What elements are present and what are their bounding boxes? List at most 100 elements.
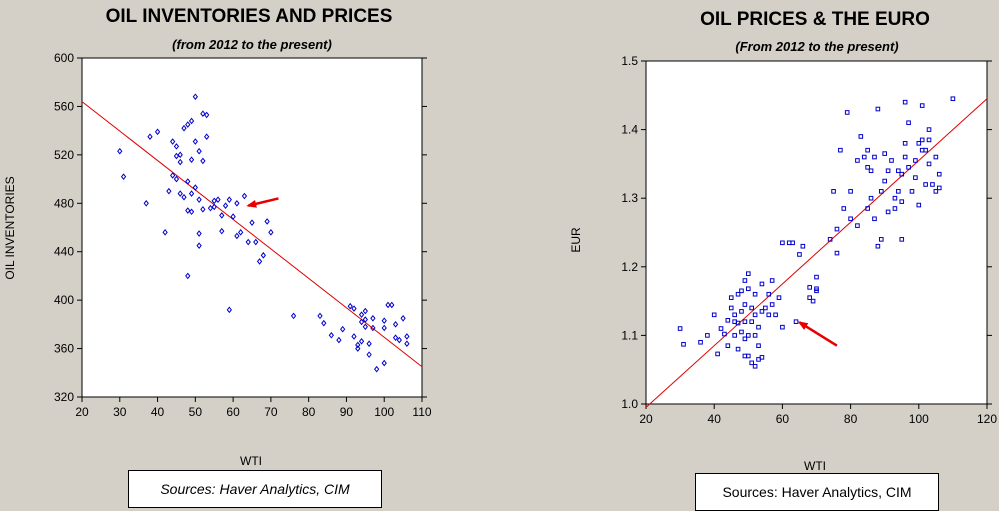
x-tick-label: 40 bbox=[708, 412, 722, 426]
data-point bbox=[780, 240, 785, 246]
data-point bbox=[177, 158, 183, 166]
data-point bbox=[749, 360, 755, 366]
data-point bbox=[889, 158, 894, 163]
data-point bbox=[916, 202, 922, 208]
x-tick-label: 70 bbox=[264, 405, 278, 419]
data-point bbox=[769, 302, 775, 307]
data-point bbox=[807, 285, 812, 290]
data-point bbox=[848, 189, 853, 194]
y-tick-label: 560 bbox=[54, 99, 74, 113]
data-point bbox=[351, 305, 357, 312]
data-point bbox=[844, 110, 850, 115]
data-point bbox=[831, 189, 836, 194]
data-point bbox=[739, 309, 744, 314]
data-point bbox=[882, 151, 888, 156]
x-tick-label: 100 bbox=[909, 412, 929, 426]
data-point bbox=[865, 165, 870, 170]
data-point bbox=[170, 138, 176, 145]
data-point bbox=[926, 127, 932, 132]
data-point bbox=[742, 336, 748, 342]
data-point bbox=[181, 193, 187, 201]
data-point bbox=[404, 333, 410, 340]
data-point bbox=[936, 185, 942, 191]
data-point bbox=[814, 274, 819, 280]
data-point bbox=[834, 250, 840, 256]
data-point bbox=[681, 342, 686, 347]
data-point bbox=[913, 175, 918, 180]
data-point bbox=[923, 147, 928, 153]
data-point bbox=[374, 365, 380, 373]
data-point bbox=[173, 152, 180, 160]
data-point bbox=[362, 323, 368, 331]
data-point bbox=[336, 336, 342, 344]
data-point bbox=[906, 165, 911, 170]
data-point bbox=[117, 147, 123, 155]
chart-euro: OIL PRICES & THE EURO (From 2012 to the … bbox=[569, 9, 997, 473]
data-point bbox=[742, 302, 748, 307]
data-point bbox=[188, 208, 195, 216]
data-point bbox=[878, 189, 884, 194]
data-point bbox=[752, 312, 758, 318]
data-point bbox=[735, 320, 741, 326]
y-axis-label: EUR bbox=[569, 227, 583, 253]
data-point bbox=[722, 331, 727, 337]
data-point bbox=[328, 331, 334, 339]
data-point bbox=[200, 206, 206, 213]
data-point bbox=[872, 154, 877, 160]
x-tick-label: 20 bbox=[639, 412, 653, 426]
x-tick-label: 80 bbox=[844, 412, 858, 426]
data-point bbox=[728, 295, 734, 300]
data-point bbox=[256, 258, 263, 265]
data-point bbox=[885, 168, 891, 174]
chart-subtitle: (from 2012 to the present) bbox=[172, 37, 332, 52]
data-point bbox=[950, 96, 956, 102]
data-point bbox=[347, 302, 353, 310]
data-point bbox=[749, 319, 755, 324]
annotation-arrow bbox=[246, 197, 279, 208]
data-point bbox=[170, 172, 176, 179]
data-point bbox=[848, 216, 853, 222]
data-point bbox=[385, 301, 391, 309]
data-point bbox=[358, 318, 365, 326]
data-point bbox=[219, 212, 225, 219]
y-tick-label: 1.1 bbox=[621, 328, 638, 342]
data-point bbox=[698, 339, 703, 345]
data-point bbox=[728, 305, 734, 311]
data-point bbox=[735, 291, 741, 297]
data-point bbox=[892, 195, 898, 201]
fit-line bbox=[645, 98, 988, 408]
data-point bbox=[875, 243, 881, 249]
x-tick-label: 60 bbox=[226, 405, 240, 419]
data-point bbox=[841, 206, 847, 211]
data-point bbox=[351, 333, 357, 340]
data-point bbox=[234, 199, 240, 207]
data-point bbox=[166, 187, 172, 195]
data-point bbox=[926, 161, 932, 167]
data-point bbox=[245, 238, 251, 246]
x-tick-label: 20 bbox=[75, 405, 89, 419]
data-point bbox=[756, 343, 761, 348]
y-tick-label: 320 bbox=[54, 390, 74, 404]
data-point bbox=[366, 351, 372, 358]
data-point bbox=[396, 336, 402, 344]
data-point bbox=[875, 106, 881, 112]
data-point bbox=[362, 316, 368, 323]
data-point bbox=[896, 189, 901, 194]
data-point bbox=[861, 154, 867, 160]
data-point bbox=[739, 329, 744, 335]
y-tick-label: 520 bbox=[54, 148, 74, 162]
x-tick-label: 40 bbox=[151, 405, 165, 419]
data-point bbox=[381, 324, 387, 332]
sources-note: Sources: Haver Analytics, CIM bbox=[695, 473, 939, 511]
data-point bbox=[185, 272, 191, 280]
data-point bbox=[211, 197, 217, 205]
data-point bbox=[196, 242, 202, 249]
data-point bbox=[735, 346, 741, 352]
data-point bbox=[773, 312, 778, 318]
data-point bbox=[896, 168, 901, 174]
data-point bbox=[711, 312, 717, 318]
data-point bbox=[143, 199, 149, 207]
data-point bbox=[196, 196, 202, 203]
data-point bbox=[222, 202, 229, 210]
data-point bbox=[196, 147, 202, 155]
